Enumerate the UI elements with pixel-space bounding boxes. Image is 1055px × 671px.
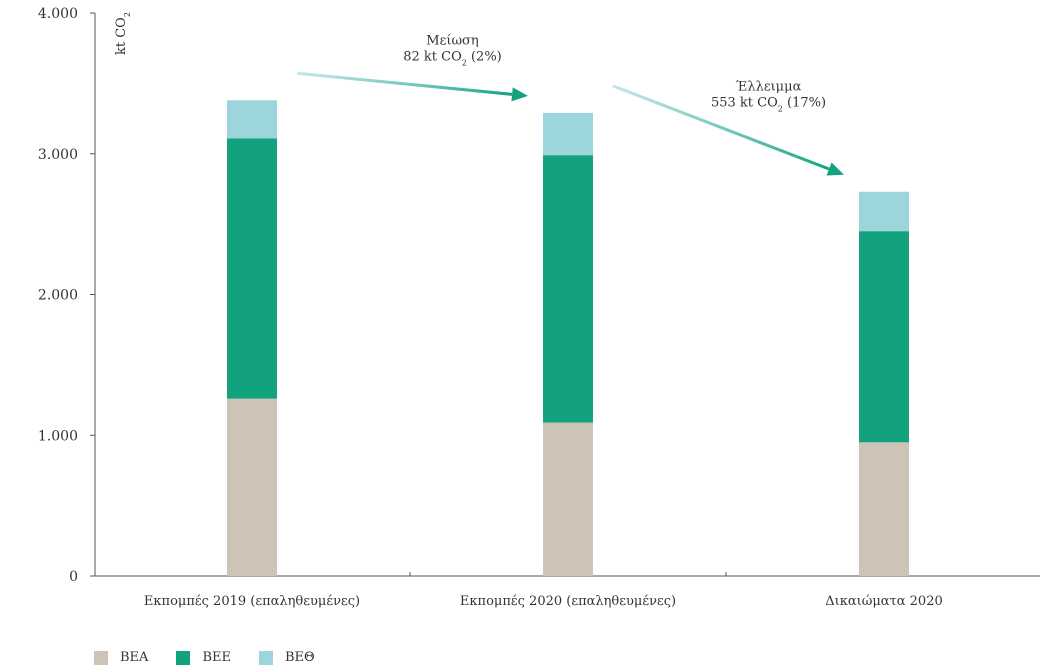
x-category-label: Εκπομπές 2019 (επαληθευμένες): [144, 594, 360, 609]
legend-item: ΒΕΕ: [176, 650, 231, 665]
bar-segment-ΒΕΑ: [227, 398, 277, 576]
bar-segment-ΒΕΑ: [859, 442, 909, 576]
y-axis-label: kt CO2: [114, 12, 132, 55]
bar-segment-ΒΕΕ: [543, 155, 593, 423]
bar-segment-ΒΕΘ: [543, 112, 593, 156]
bar-segment-ΒΕΑ: [543, 422, 593, 576]
y-tick-label: 1.000: [38, 428, 78, 444]
legend-swatch: [176, 650, 191, 665]
x-category-label: Δικαιώματα 2020: [825, 594, 943, 609]
x-category-label: Εκπομπές 2020 (επαληθευμένες): [460, 594, 676, 609]
legend-item: ΒΕΘ: [258, 650, 315, 665]
legend-label: ΒΕΑ: [120, 650, 149, 665]
bar-segment-ΒΕΘ: [859, 191, 909, 232]
legend-item: ΒΕΑ: [94, 650, 148, 665]
legend-label: ΒΕΕ: [202, 650, 231, 665]
annotation-arrow-shaft: [612, 84, 830, 171]
legend-swatch: [258, 650, 273, 665]
legend-swatch: [94, 650, 108, 665]
annotation-arrowhead: [826, 162, 844, 176]
annotation-label: Έλλειμμα: [736, 79, 802, 94]
y-tick-label: 3.000: [38, 147, 78, 163]
y-tick-label: 4.000: [38, 6, 78, 22]
annotation-value: 553 kt CO2 (17%): [711, 95, 826, 113]
annotation-arrow-shaft: [296, 71, 513, 96]
stacked-bar-chart: 0 1.000 2.000 3.000 4.000 kt CO2 Εκπομπές 2019…: [38, 6, 1040, 609]
legend-label: ΒΕΘ: [284, 650, 315, 665]
legend: ΒΕΑ ΒΕΕ ΒΕΘ: [94, 650, 315, 665]
bar-segment-ΒΕΕ: [227, 138, 277, 399]
chart-axes: 0 1.000 2.000 3.000 4.000 kt CO2 Εκπομπές 2019…: [38, 6, 1040, 609]
y-tick-label: 2.000: [38, 288, 78, 304]
bar-group: [227, 100, 909, 576]
y-tick-label: 0: [69, 569, 78, 585]
annotation-arrowhead: [511, 87, 528, 102]
annotation-value: 82 kt CO2 (2%): [403, 50, 502, 68]
bar-segment-ΒΕΘ: [227, 100, 277, 139]
annotation-label: Μείωση: [426, 34, 478, 49]
bar-segment-ΒΕΕ: [859, 231, 909, 443]
